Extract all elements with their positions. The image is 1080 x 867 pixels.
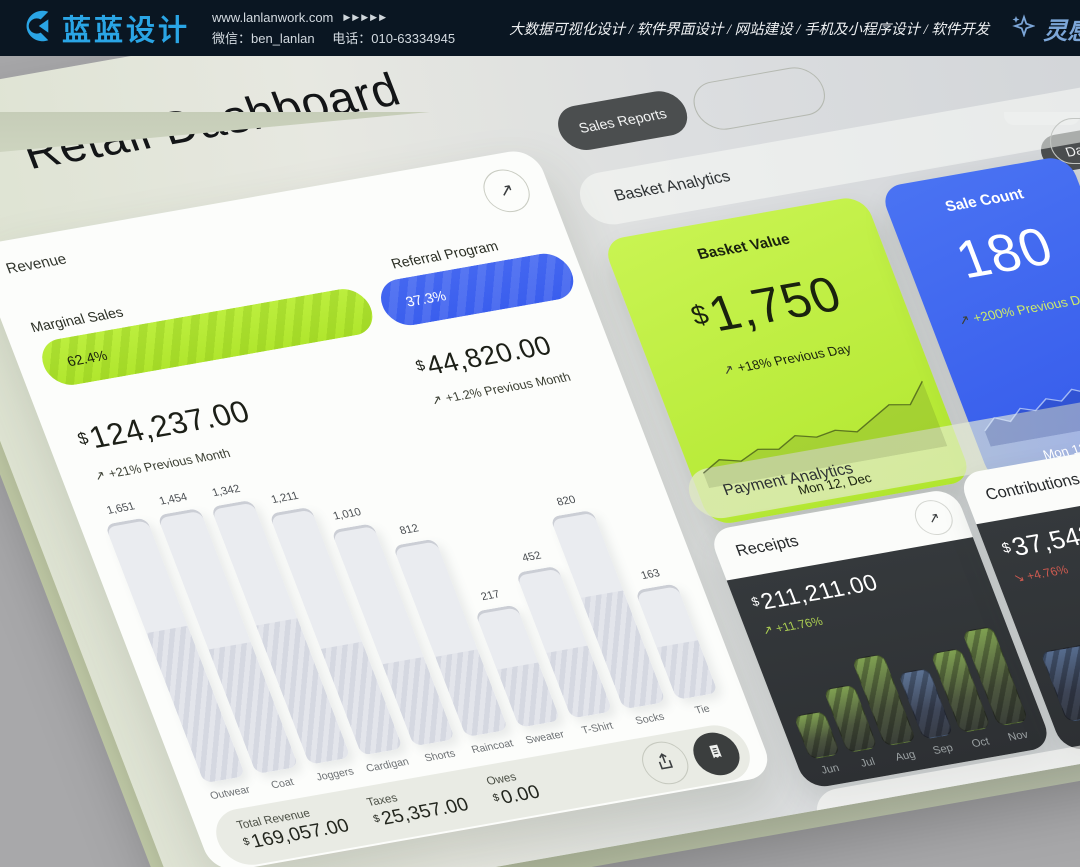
bar: [1040, 635, 1080, 723]
basket-value-delta: ↗+18% Previous Day: [720, 340, 854, 378]
sale-count-amount: 180: [947, 216, 1062, 290]
marginal-sales-percent: 62.4%: [64, 347, 110, 370]
website-url[interactable]: www.lanlanwork.com: [212, 9, 334, 25]
sale-count-label: Sale Count: [942, 185, 1027, 216]
revenue-card: Revenue ↗ Marginal Sales Referral Progra…: [0, 147, 776, 867]
sale-count-delta: ↗+200% Previous Day: [956, 289, 1080, 328]
taxes-stat: Taxes $25,357.00: [365, 792, 473, 830]
marginal-sales-progress-bar: 62.4%: [35, 285, 380, 389]
site-header: 蓝蓝设计 www.lanlanwork.com ▶▶▶▶▶ 微信：ben_lan…: [0, 0, 1080, 56]
wechat-id: 微信：ben_lanlan: [212, 30, 315, 46]
revenue-expand-button[interactable]: ↗: [476, 166, 537, 216]
sale-count-sparkline: [964, 347, 1080, 447]
owes-stat: Owes $0.00: [484, 771, 544, 809]
services-list: 大数据可视化设计 / 软件界面设计 / 网站建设 / 手机及小程序设计 / 软件…: [509, 21, 990, 38]
receipt-button[interactable]: [686, 729, 747, 779]
receipts-mini-bar-chart: Jun Jul Aug Sep Oct Nov: [770, 618, 1035, 778]
sparkle-star-icon: [1011, 13, 1037, 44]
referral-program-percent: 37.3%: [403, 287, 449, 310]
revenue-summary-bar: Total Revenue $169,057.00 Taxes $25,357.…: [207, 720, 759, 867]
arrows-decoration: ▶▶▶▶▶: [343, 11, 388, 22]
contact-info: www.lanlanwork.com ▶▶▶▶▶ 微信：ben_lanlan 电…: [212, 10, 469, 47]
share-icon: [651, 749, 680, 776]
receipts-label: Receipts: [733, 532, 802, 560]
inspiration-collection-badge[interactable]: 灵感收集: [1011, 11, 1080, 46]
up-arrow-icon: ↗: [429, 392, 445, 408]
receipt-icon: [703, 741, 729, 766]
contributions-label: Contributions: [983, 471, 1080, 504]
up-arrow-icon: ↗: [760, 622, 776, 638]
logo: 蓝蓝设计: [16, 7, 190, 50]
up-arrow-icon: ↗: [956, 311, 973, 328]
down-arrow-icon: ↘: [1011, 570, 1027, 586]
receipts-expand-button[interactable]: ↗: [909, 497, 959, 538]
up-arrow-icon: ↗: [720, 361, 737, 378]
sales-reports-button[interactable]: Sales Reports: [551, 87, 695, 154]
logo-text: 蓝蓝设计: [62, 15, 191, 47]
outline-pill-button[interactable]: [686, 63, 833, 134]
lanlan-logo-icon: [16, 7, 54, 50]
revenue-section-label: Revenue: [3, 250, 70, 278]
basket-value-sparkline: [682, 376, 948, 489]
basket-value-amount: $1,750: [686, 265, 850, 342]
showcase-stage: Retail Dashboard Sales Reports Day Reven…: [0, 56, 1080, 867]
total-revenue-stat: Total Revenue $169,057.00: [235, 807, 353, 853]
basket-value-label: Basket Value: [695, 230, 793, 264]
sale-count-card: Sale Count 180 ↗+200% Previous Day Mon 1…: [878, 154, 1080, 485]
share-button[interactable]: [635, 738, 695, 788]
retail-dashboard-board: Retail Dashboard Sales Reports Day Reven…: [0, 56, 1080, 867]
basket-value-card: Basket Value $1,750 ↗+18% Previous Day M…: [601, 194, 974, 527]
collection-text: 灵感收集: [1043, 17, 1080, 45]
up-arrow-icon: ↗: [92, 468, 108, 484]
phone-number: 电话：010-63334945: [332, 30, 456, 46]
